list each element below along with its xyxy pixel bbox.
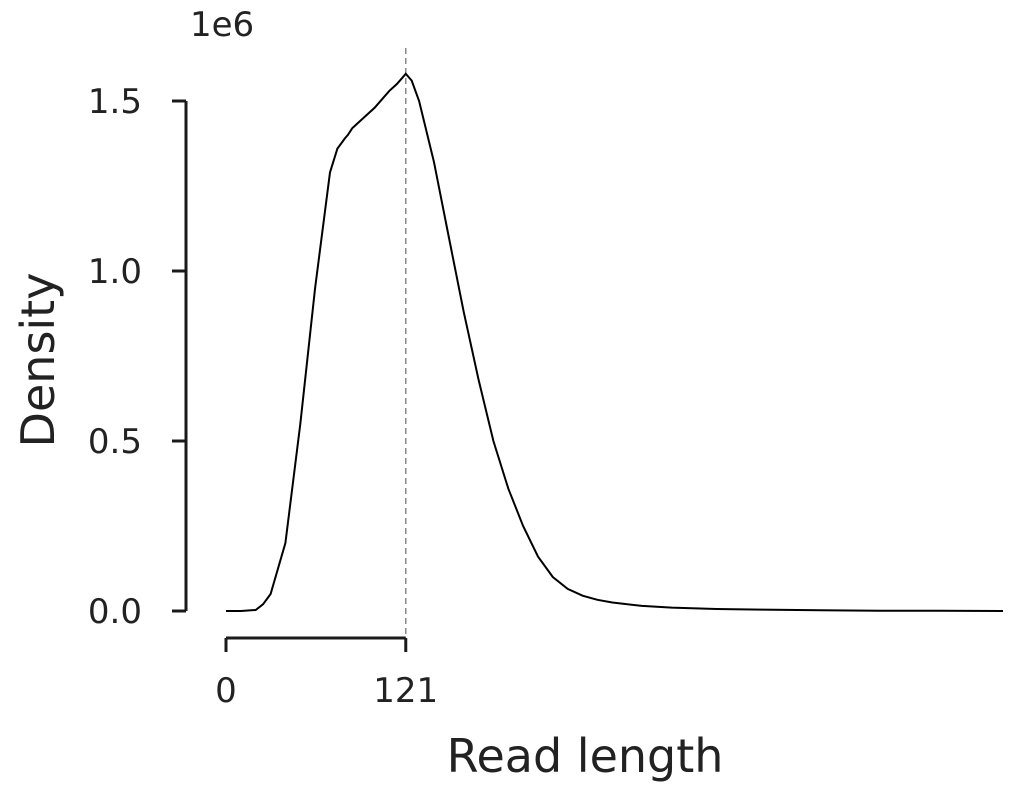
x-tick-label: 0 bbox=[215, 671, 237, 711]
y-tick-label: 1.0 bbox=[88, 252, 142, 292]
y-ticks-group: 0.0 0.5 1.0 1.5 bbox=[88, 82, 186, 632]
y-tick-label: 0.5 bbox=[88, 422, 142, 462]
x-axis-title: Read length bbox=[447, 729, 724, 783]
y-axis-title: Density bbox=[11, 273, 65, 448]
y-tick-label: 1.5 bbox=[88, 82, 142, 122]
y-scale-label: 1e6 bbox=[190, 5, 254, 45]
y-tick-label: 0.0 bbox=[88, 592, 142, 632]
x-ticks-group: 0 121 bbox=[215, 638, 438, 711]
x-tick-label: 121 bbox=[373, 671, 438, 711]
density-curve bbox=[226, 72, 1004, 612]
